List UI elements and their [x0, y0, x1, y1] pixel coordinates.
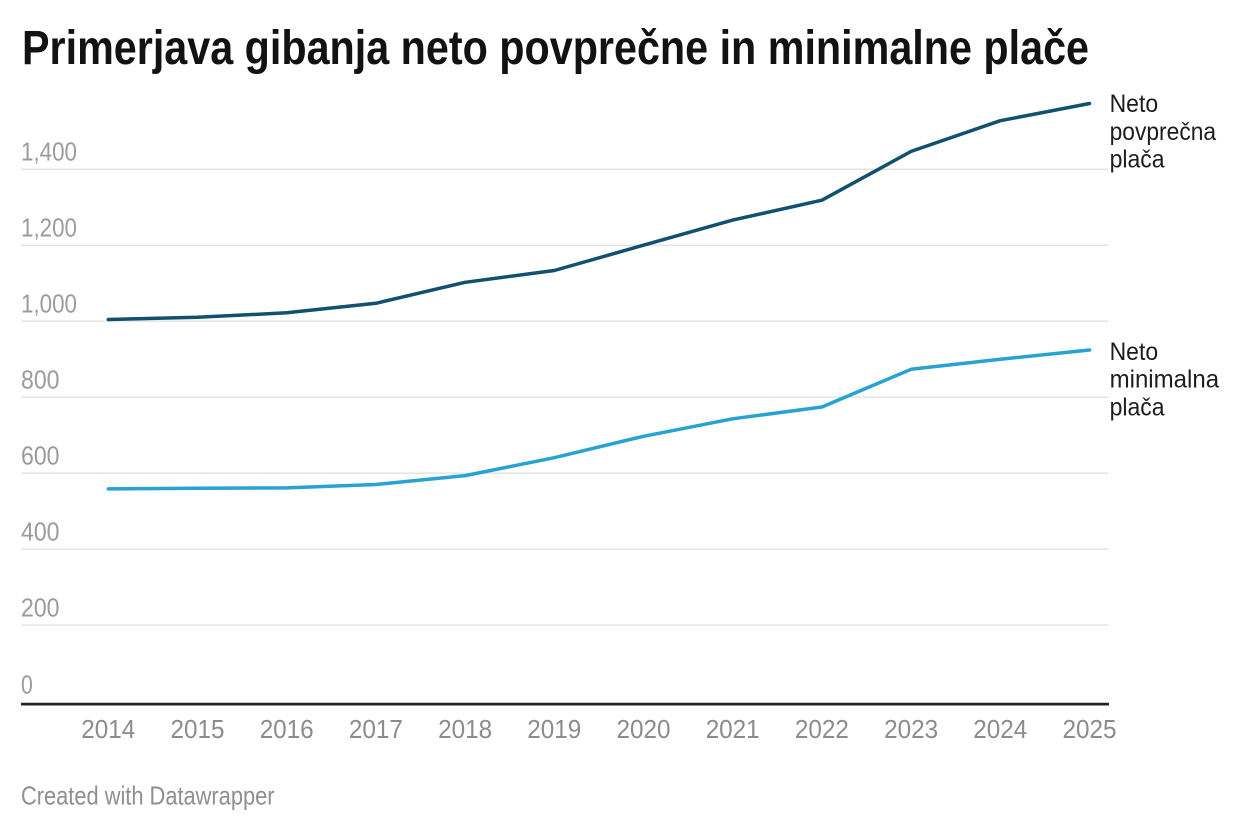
svg-text:2023: 2023 [884, 714, 938, 744]
svg-text:2021: 2021 [706, 714, 760, 744]
svg-text:600: 600 [21, 441, 60, 471]
svg-text:plača: plača [1110, 146, 1165, 174]
svg-text:2024: 2024 [973, 714, 1027, 744]
svg-text:2018: 2018 [438, 714, 492, 744]
svg-text:2016: 2016 [260, 714, 314, 744]
svg-text:Primerjava gibanja neto povpre: Primerjava gibanja neto povprečne in min… [22, 22, 1089, 75]
svg-text:2022: 2022 [795, 714, 849, 744]
svg-text:2014: 2014 [81, 714, 135, 744]
svg-text:plača: plača [1110, 394, 1165, 422]
svg-text:0: 0 [21, 670, 33, 700]
svg-text:1,000: 1,000 [21, 289, 77, 319]
svg-text:2015: 2015 [171, 714, 225, 744]
svg-text:2020: 2020 [617, 714, 671, 744]
svg-text:1,200: 1,200 [21, 213, 77, 243]
svg-text:400: 400 [21, 517, 60, 547]
svg-text:minimalna: minimalna [1110, 366, 1220, 394]
svg-text:2017: 2017 [349, 714, 403, 744]
svg-text:800: 800 [21, 365, 60, 395]
svg-text:Neto: Neto [1110, 90, 1159, 118]
svg-text:Created with Datawrapper: Created with Datawrapper [21, 780, 275, 810]
svg-text:povprečna: povprečna [1110, 118, 1217, 146]
svg-text:2025: 2025 [1063, 714, 1117, 744]
svg-text:2019: 2019 [527, 714, 581, 744]
svg-text:1,400: 1,400 [21, 137, 77, 167]
svg-text:200: 200 [21, 593, 60, 623]
svg-text:Neto: Neto [1110, 338, 1159, 366]
